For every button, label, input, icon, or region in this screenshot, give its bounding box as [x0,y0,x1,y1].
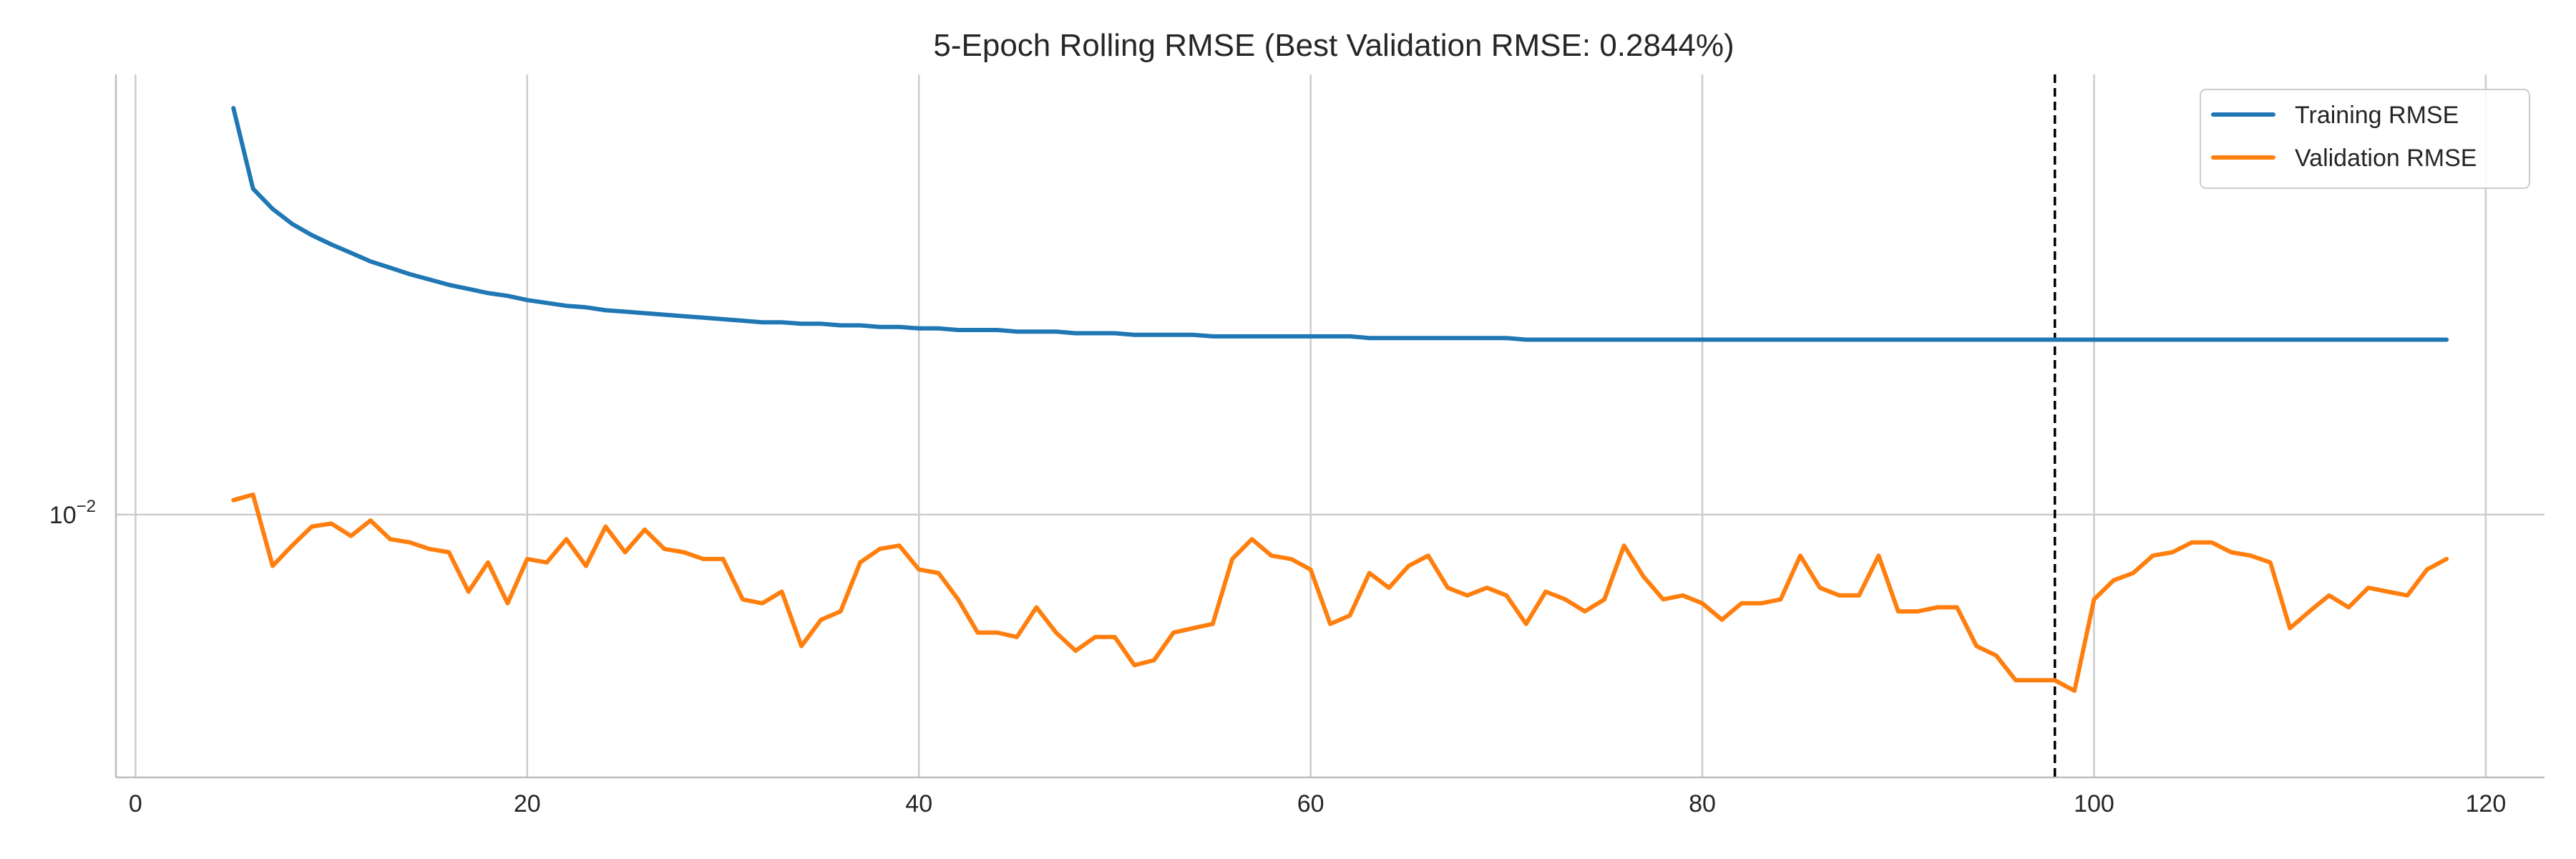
x-tick-label: 60 [1297,790,1324,817]
x-axis-ticks: 0 20 40 60 80 100 120 [129,790,2506,817]
y-tick-label: 10−2 [49,497,96,529]
x-tick-label: 120 [2466,790,2507,817]
x-tick-label: 40 [905,790,932,817]
legend-label-training: Training RMSE [2295,102,2459,129]
grid-lines [116,74,2545,777]
series-lines [231,106,2449,693]
x-tick-label: 80 [1689,790,1716,817]
legend-label-validation: Validation RMSE [2295,145,2477,172]
x-tick-label: 0 [129,790,142,817]
legend: Training RMSE Validation RMSE [2200,89,2530,189]
series-line-training [231,106,2449,342]
x-tick-label: 20 [514,790,541,817]
series-line-validation [231,492,2449,693]
chart-title: 5-Epoch Rolling RMSE (Best Validation RM… [933,28,1734,63]
y-axis-ticks: 10−2 [49,497,96,529]
x-tick-label: 100 [2074,790,2114,817]
legend-box [2200,89,2530,189]
